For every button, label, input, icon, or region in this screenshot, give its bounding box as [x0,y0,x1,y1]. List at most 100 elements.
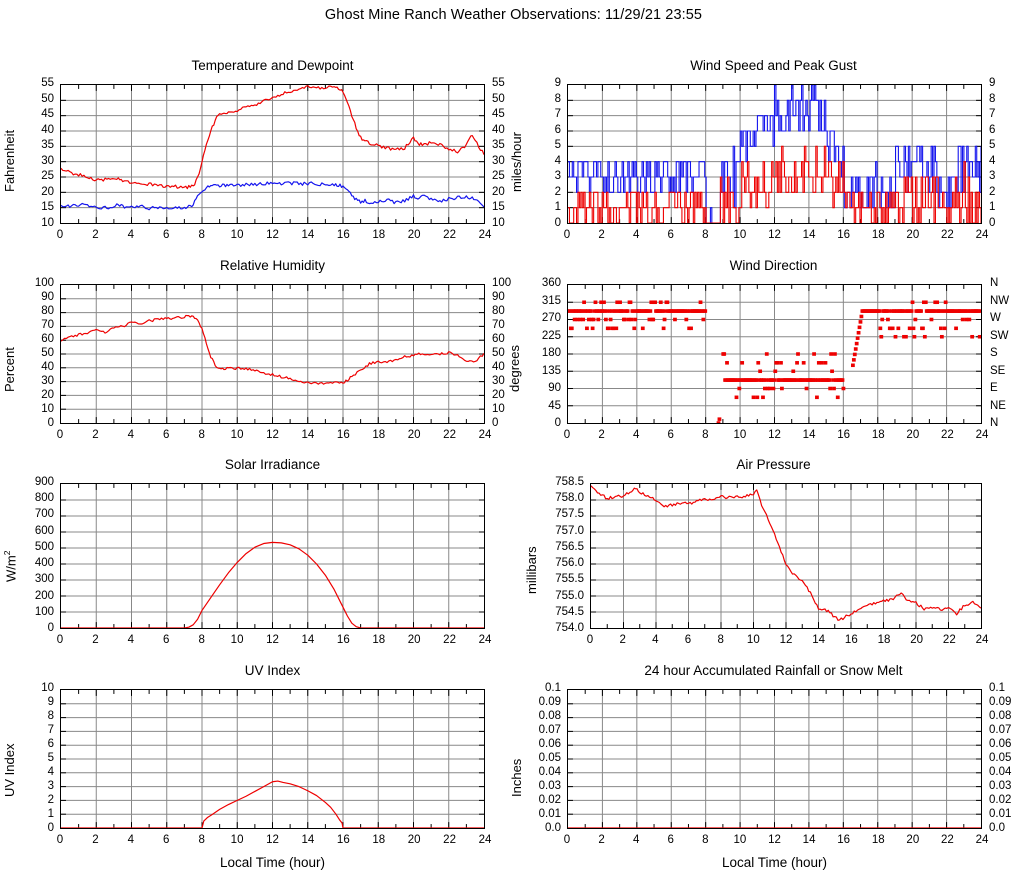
xtick-wind-speed: 18 [871,229,885,241]
xtick-uv: 18 [372,834,386,846]
ytick-right-temperature: 30 [492,154,505,167]
xtick-wind-direction: 8 [702,429,709,441]
ytick-humidity: 0 [47,417,54,429]
xtick-uv: 4 [127,834,135,846]
xtick-solar: 18 [372,634,386,646]
ytick-wind-speed: 2 [554,185,561,198]
xtick-rainfall: 20 [906,834,920,846]
xtick-temperature: 14 [301,229,315,241]
ytick-wind-direction: 180 [541,347,561,359]
xtick-wind-direction: 2 [598,429,605,441]
xtick-pressure: 16 [844,634,858,646]
xtick-solar: 2 [92,634,99,646]
ytick-right-wind-speed: 1 [989,201,996,214]
yaxis-title-solar: W/m2 [2,550,19,582]
ytick-uv: 3 [47,780,54,792]
xtick-humidity: 20 [407,429,421,441]
xtick-wind-speed: 10 [733,229,747,241]
xtick-humidity: 12 [266,429,279,441]
ytick-right-wind-speed: 0 [989,217,996,229]
ytick-uv: 6 [47,738,54,750]
xtick-wind-direction: 16 [837,429,851,441]
ytick-right-wind-speed: 3 [989,170,996,183]
ytick-wind-direction: 45 [548,399,561,412]
chart-title-uv: UV Index [244,663,301,678]
plot-area-uv [60,689,485,829]
chart-title-wind-speed: Wind Speed and Peak Gust [690,58,857,73]
plot-area-rainfall [567,689,982,829]
xtick-uv: 16 [336,834,350,846]
xtick-rainfall: 24 [975,834,989,846]
yaxis-title-humidity: Percent [2,347,17,392]
ytick-temperature: 45 [41,108,54,121]
xtick-wind-speed: 14 [802,229,816,241]
xtick-temperature: 18 [372,229,386,241]
xtick-pressure: 0 [586,634,594,646]
xtick-humidity: 18 [372,429,386,441]
ytick-right-rainfall: 0.07 [989,724,1012,736]
xtick-temperature: 2 [92,229,99,241]
ytick-rainfall: 0.01 [538,808,561,820]
xtick-solar: 8 [198,634,205,646]
ytick-wind-direction: 315 [541,294,561,307]
ytick-right-humidity: 40 [492,361,505,373]
ytick-rainfall: 0.08 [538,710,561,722]
ytick-wind-speed: 9 [554,77,561,89]
plot-area-solar [60,483,485,629]
xtick-uv: 10 [230,834,244,846]
ytick-wind-speed: 7 [554,108,561,121]
plot-area-pressure [590,483,982,629]
ytick-rainfall: 0.06 [538,738,561,750]
ytick-compass-wind-direction: N [990,277,999,289]
ytick-pressure: 756.5 [555,540,584,553]
yaxis-title-wind-direction: degrees [507,345,522,392]
ytick-uv: 7 [47,724,54,736]
ytick-right-humidity: 60 [492,333,505,345]
xtick-solar: 12 [266,634,279,646]
ytick-humidity: 10 [41,403,54,415]
xtick-temperature: 16 [336,229,350,241]
yaxis-title-wind-speed: miles/hour [509,132,524,192]
xtick-rainfall: 12 [768,834,781,846]
ytick-right-temperature: 25 [492,170,505,183]
ytick-right-humidity: 100 [492,277,512,289]
ytick-right-humidity: 70 [492,319,505,331]
xtick-wind-speed: 20 [906,229,920,241]
ytick-uv: 10 [41,682,54,694]
xtick-wind-speed: 0 [563,229,571,241]
ytick-compass-wind-direction: W [990,312,1001,324]
ytick-wind-speed: 0 [554,217,561,229]
ytick-wind-direction: 90 [548,382,561,394]
ytick-solar: 200 [34,589,54,602]
xtick-temperature: 6 [163,229,170,241]
xtick-pressure: 24 [975,634,989,646]
xtick-wind-direction: 4 [632,429,640,441]
ytick-wind-direction: 360 [541,277,561,289]
ytick-rainfall: 0.04 [538,766,561,778]
xtick-pressure: 22 [942,634,956,646]
ytick-compass-wind-direction: NE [990,399,1006,412]
yaxis-title-rainfall: Inches [509,758,524,797]
xtick-wind-speed: 22 [941,229,954,241]
xtick-humidity: 0 [56,429,64,441]
xtick-wind-speed: 8 [702,229,709,241]
xtick-rainfall: 16 [837,834,851,846]
xtick-uv: 2 [92,834,99,846]
ytick-humidity: 60 [41,333,54,345]
ytick-wind-direction: 225 [541,329,561,342]
ytick-temperature: 25 [41,170,54,183]
ytick-compass-wind-direction: SW [990,329,1009,342]
xtick-solar: 6 [163,634,170,646]
xtick-pressure: 12 [779,634,793,646]
ytick-uv: 2 [47,794,54,806]
ytick-humidity: 50 [41,347,54,359]
xtick-wind-direction: 0 [563,429,571,441]
xtick-wind-speed: 12 [768,229,781,241]
ytick-right-humidity: 30 [492,375,505,387]
ytick-right-rainfall: 0.05 [989,752,1012,764]
xtick-humidity: 24 [478,429,492,441]
ytick-rainfall: 0.03 [538,780,561,792]
chart-title-wind-direction: Wind Direction [729,258,818,273]
xtick-uv: 12 [266,834,279,846]
xtick-wind-direction: 22 [941,429,954,441]
